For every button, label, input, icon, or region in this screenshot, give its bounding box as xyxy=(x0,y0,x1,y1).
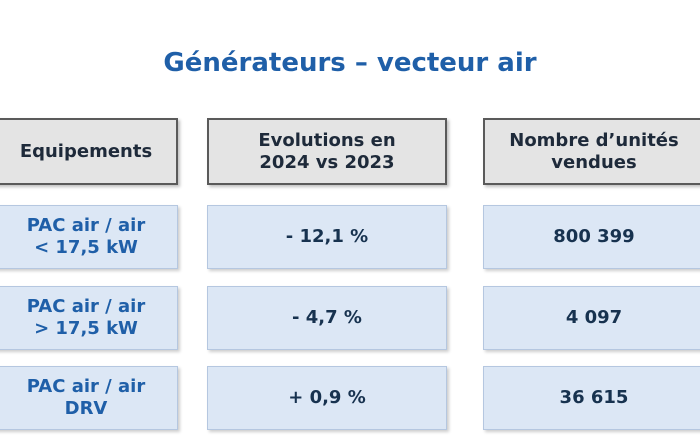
value-cell: 36 615 xyxy=(483,366,700,430)
text-line: PAC air / air xyxy=(26,296,146,318)
header-cell: Nombre d’unités vendues xyxy=(483,118,700,185)
row-label: PAC air / air > 17,5 kW xyxy=(0,286,178,350)
text-line: Nombre d’unités xyxy=(509,129,679,151)
text-line: < 17,5 kW xyxy=(34,237,138,258)
header-cell: Evolutions en 2024 vs 2023 xyxy=(207,118,447,185)
value-cell: + 0,9 % xyxy=(207,366,447,430)
title: Générateurs – vecteur air xyxy=(163,48,537,78)
text-line: 4 097 xyxy=(565,307,623,329)
text-line: Evolutions en xyxy=(258,129,396,151)
text-line: 36 615 xyxy=(559,387,629,409)
text-line: 800 399 xyxy=(553,226,635,248)
text-line: + 0,9 % xyxy=(288,387,366,409)
value-cell: 4 097 xyxy=(483,286,700,350)
header-cell: Equipements xyxy=(0,118,178,185)
text-line: - 12,1 % xyxy=(285,226,369,248)
text-line: 2024 vs 2023 xyxy=(259,151,395,173)
text-line: - 4,7 % xyxy=(292,307,362,329)
text-line: PAC air / air xyxy=(26,215,146,237)
value-cell: - 12,1 % xyxy=(207,205,447,269)
row-label: PAC air / air < 17,5 kW xyxy=(0,205,178,269)
text-line: Equipements xyxy=(19,140,153,162)
value-cell: - 4,7 % xyxy=(207,286,447,350)
text-line: vendues xyxy=(551,151,637,173)
text-line: PAC air / air xyxy=(26,376,146,398)
row-label: PAC air / air DRV xyxy=(0,366,178,430)
text-line: > 17,5 kW xyxy=(34,318,138,339)
value-cell: 800 399 xyxy=(483,205,700,269)
text-line: DRV xyxy=(64,398,108,419)
